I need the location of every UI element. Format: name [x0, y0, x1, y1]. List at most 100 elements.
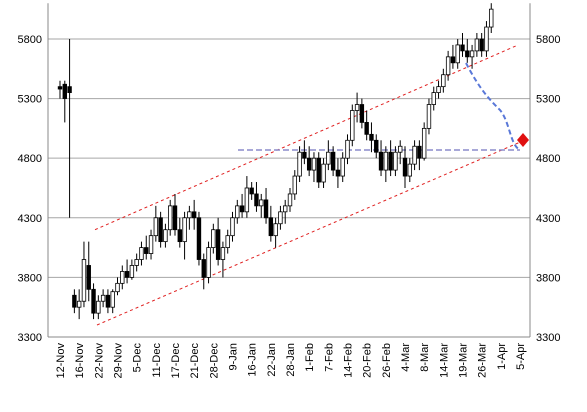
candle-body: [302, 151, 307, 159]
candle-body: [316, 157, 321, 183]
candle-body: [431, 92, 436, 105]
x-tick-label: 22-Nov: [93, 343, 105, 379]
candle-body: [211, 229, 216, 248]
candle-body: [321, 163, 326, 183]
candle-body: [148, 235, 154, 254]
candle-body: [287, 193, 293, 207]
candle-body: [86, 265, 91, 290]
x-tick-label: 28-Dec: [208, 343, 220, 379]
candle-body: [417, 145, 422, 159]
candle-body: [249, 187, 254, 195]
target-marker: [517, 133, 529, 147]
candle-body: [263, 199, 269, 219]
candle-body: [292, 175, 297, 195]
candle-body: [187, 211, 192, 219]
x-tick-label: 14-Feb: [343, 343, 355, 378]
candle-body: [215, 229, 221, 260]
candle-body: [100, 294, 106, 302]
y-tick-label: 4800: [18, 153, 42, 165]
candle-body: [326, 151, 331, 165]
candle-body: [182, 217, 187, 243]
candle-body: [465, 50, 470, 58]
x-tick-label: 20-Feb: [362, 343, 374, 378]
candle-body: [283, 205, 288, 213]
candle-body: [484, 26, 489, 52]
candle-body: [450, 56, 456, 64]
x-tick-label: 1-Apr: [496, 343, 508, 370]
candle-body: [225, 235, 230, 248]
x-tick-label: 16-Jan: [247, 343, 259, 377]
candle-body: [278, 211, 283, 225]
candle-body: [139, 247, 144, 260]
candle-body: [201, 259, 206, 278]
channel-upper: [94, 44, 519, 231]
x-tick-label: 26-Feb: [381, 343, 393, 378]
candle-body: [163, 229, 168, 243]
candle-body: [383, 151, 389, 171]
candle-body: [62, 83, 67, 99]
candle-body: [144, 247, 149, 254]
x-tick-label: 21-Dec: [189, 343, 201, 379]
candle-body: [398, 145, 403, 153]
candle-body: [158, 217, 163, 243]
x-tick-label: 5-Dec: [132, 343, 144, 373]
candle-body: [345, 139, 350, 159]
candle-body: [206, 247, 211, 278]
y2-tick-label: 4800: [536, 153, 560, 165]
candle-body: [407, 163, 412, 177]
x-tick-label: 9-Jan: [228, 343, 240, 371]
x-tick-label: 4-Mar: [400, 343, 412, 372]
candle-body: [479, 38, 484, 52]
candle-body: [105, 294, 111, 308]
x-tick-label: 17-Dec: [170, 343, 182, 379]
candle-body: [191, 211, 197, 219]
candle-body: [273, 223, 278, 237]
y2-tick-label: 4300: [536, 213, 560, 225]
candle-body: [306, 157, 312, 171]
candle-body: [91, 288, 96, 314]
candle-body: [441, 74, 446, 88]
y-tick-label: 3300: [18, 332, 42, 344]
y-tick-label: 5300: [18, 94, 42, 106]
candle-body: [129, 265, 135, 278]
candle-body: [134, 259, 139, 266]
candle-body: [421, 127, 427, 159]
candle-body: [369, 133, 374, 141]
candle-body: [57, 86, 63, 90]
candle-body: [388, 151, 393, 171]
y2-tick-label: 5300: [536, 94, 560, 106]
overlay: [94, 44, 529, 326]
x-tick-label: 22-Jan: [266, 343, 278, 377]
candle-body: [378, 151, 384, 171]
candle-body: [177, 229, 182, 243]
y-tick-label: 3800: [18, 272, 42, 284]
candle-body: [445, 56, 451, 76]
x-tick-label: 5-Apr: [515, 343, 527, 370]
candle-body: [115, 282, 120, 293]
candle-body: [426, 104, 432, 129]
x-tick-label: 19-Mar: [458, 343, 470, 378]
candle-body: [489, 8, 494, 28]
candle-body: [474, 38, 480, 52]
candle-body: [235, 205, 240, 219]
x-tick-label: 26-Mar: [477, 343, 489, 378]
candle-body: [335, 169, 341, 177]
x-tick-label: 7-Feb: [323, 343, 335, 372]
candle-body: [359, 104, 365, 123]
candle-body: [340, 157, 345, 177]
y-tick-label: 4300: [18, 213, 42, 225]
y2-tick-label: 3300: [536, 332, 560, 344]
candle-body: [220, 247, 226, 260]
candle-body: [124, 271, 130, 278]
candle-body: [412, 145, 417, 165]
candle-body: [76, 300, 82, 308]
candle-body: [354, 104, 360, 111]
x-tick-label: 8-Mar: [419, 343, 431, 372]
x-tick-label: 29-Nov: [113, 343, 125, 379]
x-tick-label: 28-Jan: [285, 343, 297, 377]
x-tick-label: 1-Feb: [304, 343, 316, 372]
candle-body: [67, 86, 72, 94]
candle-body: [460, 44, 465, 52]
candle-body: [110, 291, 115, 308]
